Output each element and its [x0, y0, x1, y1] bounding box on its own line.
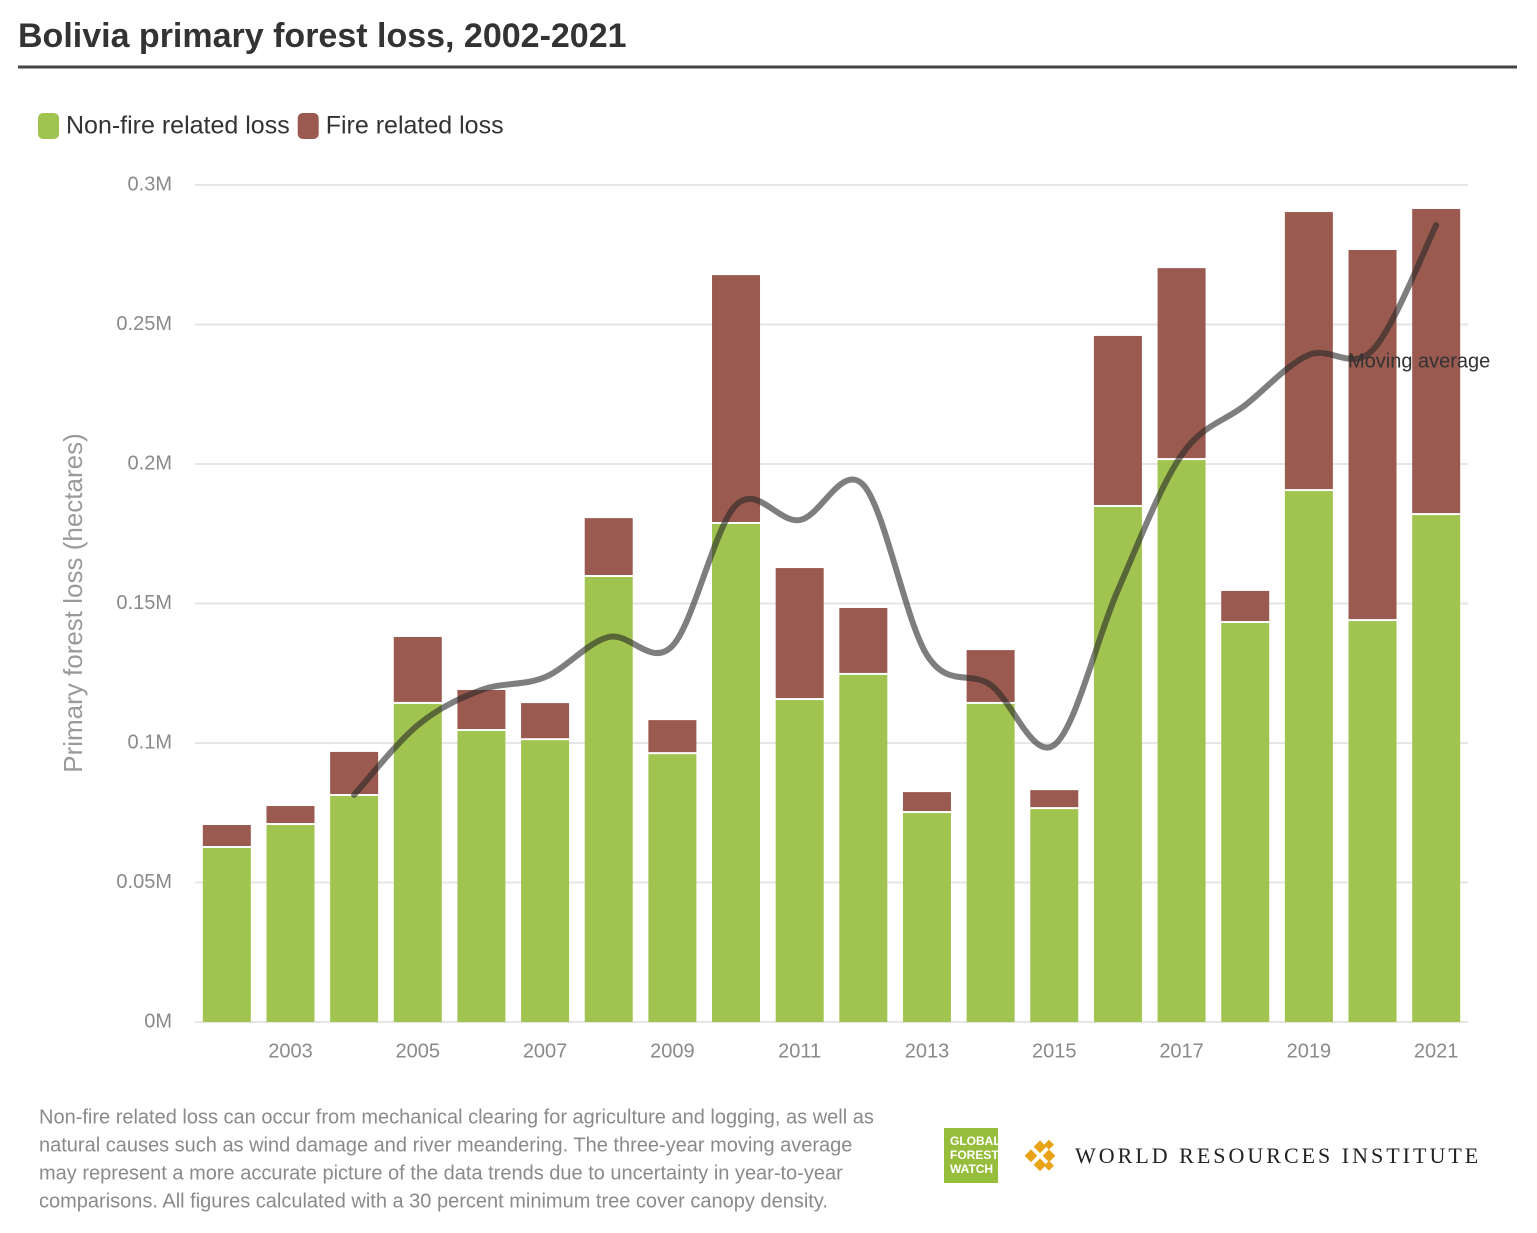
- y-tick-label: 0.1M: [128, 731, 172, 753]
- legend-swatch: [297, 113, 319, 139]
- footnote: natural causes such as wind damage and r…: [39, 1134, 852, 1156]
- x-tick-label: 2019: [1287, 1040, 1332, 1062]
- y-tick-label: 0.2M: [128, 452, 172, 474]
- wri-logo-text: WORLD RESOURCES INSTITUTE: [1075, 1143, 1481, 1168]
- bar-segment: [1030, 790, 1079, 808]
- bar-segment: [202, 848, 251, 1022]
- bar-segment: [839, 674, 888, 1022]
- bar-segment: [902, 813, 951, 1022]
- gfw-logo-text: WATCH: [950, 1162, 993, 1176]
- bar-segment: [712, 275, 761, 522]
- x-tick-label: 2009: [650, 1040, 695, 1062]
- bar-segment: [393, 703, 442, 1022]
- legend-label: Fire related loss: [326, 112, 504, 140]
- bar-segment: [1284, 491, 1333, 1022]
- bar-segment: [266, 806, 315, 824]
- footnote: may represent a more accurate picture of…: [39, 1162, 843, 1184]
- bar-segment: [1030, 809, 1079, 1022]
- bar-segment: [457, 731, 506, 1022]
- bar-segment: [1412, 515, 1461, 1022]
- bar-segment: [775, 700, 824, 1022]
- y-tick-label: 0.15M: [116, 592, 172, 614]
- bar-segment: [648, 754, 697, 1022]
- bar-segment: [584, 576, 633, 1022]
- wri-logo-mark: [1024, 1139, 1056, 1172]
- footnote: Non-fire related loss can occur from mec…: [39, 1106, 874, 1128]
- gfw-logo-text: FOREST: [950, 1148, 999, 1162]
- bar-segment: [1157, 460, 1206, 1022]
- bar-segment: [775, 568, 824, 699]
- x-tick-label: 2017: [1159, 1040, 1204, 1062]
- bar-segment: [839, 607, 888, 673]
- x-tick-label: 2007: [523, 1040, 568, 1062]
- x-tick-label: 2003: [268, 1040, 313, 1062]
- y-tick-label: 0.3M: [128, 173, 172, 195]
- bar-segment: [1348, 250, 1397, 620]
- bar-segment: [1221, 623, 1270, 1022]
- bar-segment: [521, 703, 570, 739]
- x-tick-label: 2011: [778, 1040, 821, 1062]
- bar-segment: [902, 792, 951, 812]
- y-tick-label: 0.05M: [116, 871, 172, 893]
- line-annotation: Moving average: [1348, 350, 1490, 372]
- x-tick-label: 2005: [396, 1040, 441, 1062]
- moving-average-line: [351, 222, 1440, 798]
- bar-segment: [202, 825, 251, 847]
- x-tick-label: 2021: [1414, 1040, 1459, 1062]
- bar-segment: [1093, 335, 1142, 505]
- y-tick-label: 0.25M: [116, 313, 172, 335]
- chart-title: Bolivia primary forest loss, 2002-2021: [18, 17, 627, 55]
- y-tick-label: 0M: [144, 1010, 172, 1032]
- bar-segment: [393, 636, 442, 702]
- bar-segment: [1348, 621, 1397, 1022]
- bar-segment: [330, 796, 379, 1022]
- bar-segment: [266, 825, 315, 1022]
- bar-segment: [1221, 590, 1270, 622]
- bar-segment: [521, 740, 570, 1022]
- gfw-logo: [944, 1128, 998, 1183]
- bar-segment: [966, 703, 1015, 1022]
- x-tick-label: 2013: [905, 1040, 950, 1062]
- legend-swatch: [38, 113, 59, 139]
- x-tick-label: 2015: [1032, 1040, 1077, 1062]
- gfw-logo-text: GLOBAL: [950, 1134, 1001, 1148]
- bar-segment: [1157, 268, 1206, 459]
- y-axis-title: Primary forest loss (hectares): [58, 433, 88, 773]
- bar-segment: [584, 518, 633, 575]
- bar-segment: [648, 720, 697, 753]
- footnote: comparisons. All figures calculated with…: [39, 1190, 828, 1212]
- legend-label: Non-fire related loss: [66, 112, 290, 140]
- bar-segment: [712, 523, 761, 1022]
